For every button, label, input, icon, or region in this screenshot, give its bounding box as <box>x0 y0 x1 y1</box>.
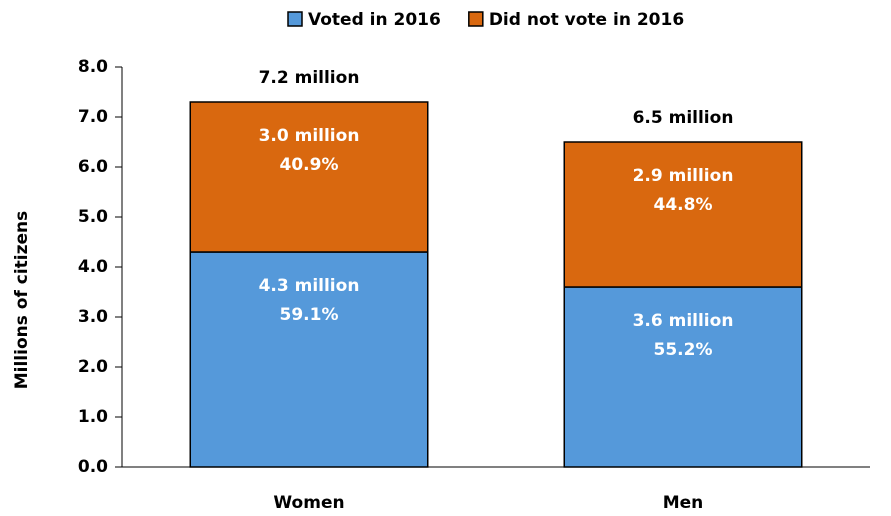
y-tick-label: 4.0 <box>78 257 108 277</box>
legend-swatch <box>287 11 303 27</box>
value-label: 4.3 million <box>259 276 360 296</box>
y-tick-label: 8.0 <box>78 57 108 77</box>
bar-segment <box>563 141 803 288</box>
bar-segment <box>189 251 429 468</box>
x-tick-label: Women <box>273 493 344 513</box>
y-tick-label: 3.0 <box>78 307 108 327</box>
total-label: 6.5 million <box>633 108 734 128</box>
y-tick-label: 7.0 <box>78 107 108 127</box>
legend-swatch <box>468 11 484 27</box>
legend-label: Did not vote in 2016 <box>489 10 684 30</box>
y-axis-label: Millions of citizens <box>12 211 32 390</box>
y-tick-label: 2.0 <box>78 357 108 377</box>
y-tick-label: 1.0 <box>78 407 108 427</box>
percent-label: 59.1% <box>280 305 339 325</box>
x-tick-label: Men <box>663 493 704 513</box>
bar-segment <box>563 286 803 468</box>
y-tick-label: 0.0 <box>78 457 108 477</box>
total-label: 7.2 million <box>259 68 360 88</box>
value-label: 3.0 million <box>259 126 360 146</box>
value-label: 3.6 million <box>633 311 734 331</box>
y-tick-label: 5.0 <box>78 207 108 227</box>
legend-label: Voted in 2016 <box>308 10 441 30</box>
y-tick-label: 6.0 <box>78 157 108 177</box>
bar-segment <box>189 101 429 253</box>
percent-label: 44.8% <box>654 195 713 215</box>
percent-label: 40.9% <box>280 155 339 175</box>
percent-label: 55.2% <box>654 340 713 360</box>
value-label: 2.9 million <box>633 166 734 186</box>
